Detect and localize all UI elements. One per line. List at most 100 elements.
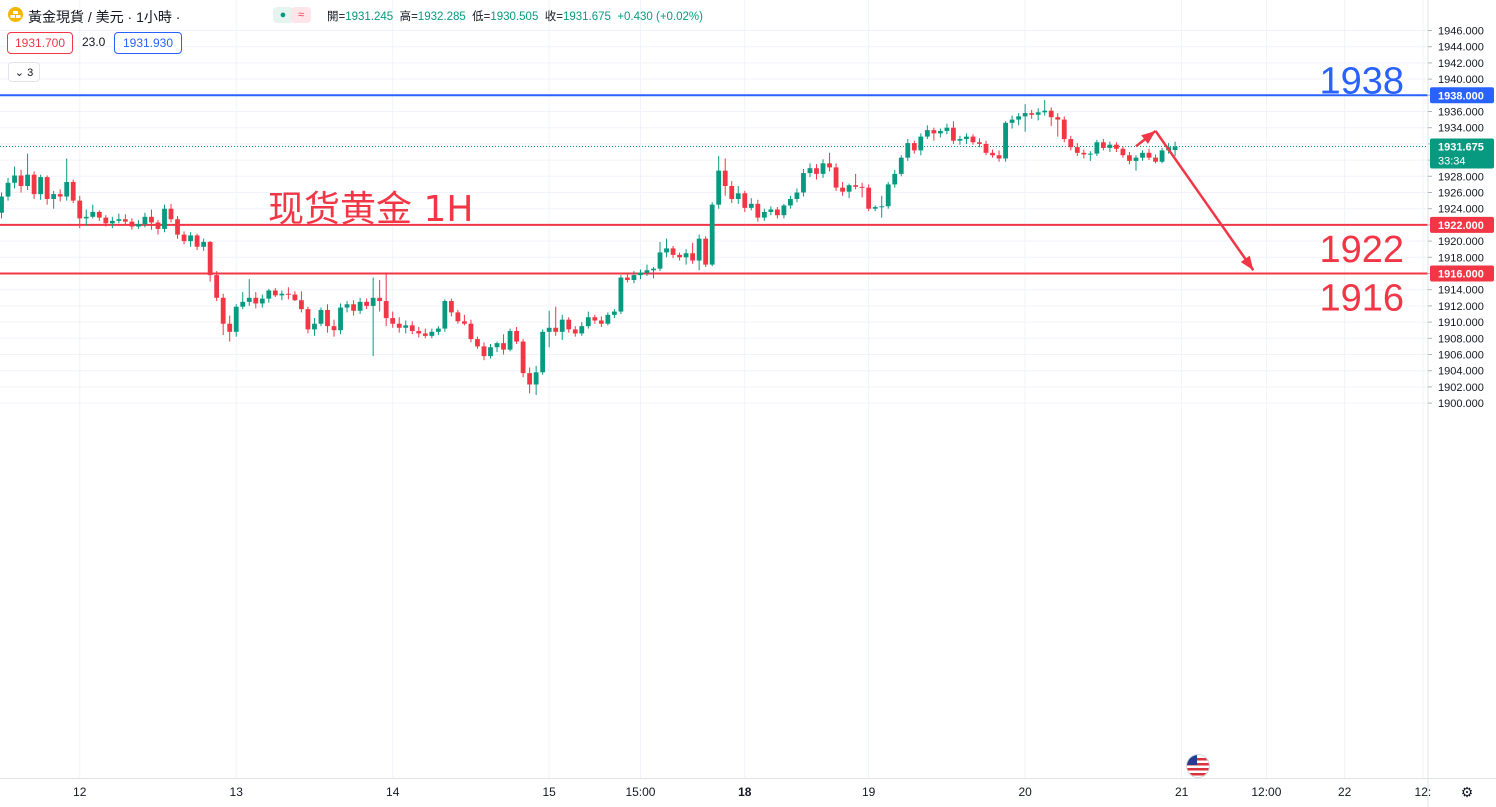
candle-down: [364, 301, 370, 306]
candle-up: [370, 297, 376, 306]
y-tick-label: 1920.000: [1438, 236, 1484, 248]
candle-down: [859, 186, 865, 188]
ohlc-change-value: +0.430 (+0.02%): [617, 11, 703, 23]
time-axis[interactable]: 12 13 14 15 15:00 18 19 20 21 12:00 22 12:: [0, 778, 1496, 800]
us-flag-icon[interactable]: [1186, 754, 1210, 778]
candle-up: [5, 182, 11, 197]
candle-up: [338, 307, 343, 331]
projection-arrows[interactable]: [1135, 129, 1255, 271]
candle-down: [377, 297, 383, 302]
candle-up: [748, 203, 754, 208]
level-tag-1922[interactable]: [1430, 216, 1494, 233]
candle-down: [833, 167, 839, 188]
candle-down: [468, 323, 474, 340]
candle-down: [742, 193, 748, 208]
current-price-label: 1931.675: [1438, 142, 1484, 154]
candle-down: [331, 326, 337, 331]
gold-coin-icon[interactable]: [8, 7, 23, 22]
candle-up: [651, 268, 656, 271]
candle-down: [1114, 144, 1119, 149]
candle-up: [109, 220, 115, 224]
y-tick-label: 1906.000: [1438, 350, 1484, 362]
candle-down: [292, 294, 298, 301]
y-tick-label: 1914.000: [1438, 285, 1484, 297]
candle-down: [70, 181, 76, 201]
candle-down: [970, 136, 976, 143]
candle-down: [774, 209, 780, 216]
candle-down: [103, 217, 109, 224]
candle-down: [527, 373, 533, 385]
y-tick-label: 1902.000: [1438, 382, 1484, 394]
candle-up: [638, 272, 643, 276]
candle-up: [83, 216, 89, 219]
candle-up: [898, 157, 904, 174]
grid-lines: [0, 0, 1428, 778]
indicators-toggle-button[interactable]: ⌄ 3: [8, 62, 40, 82]
candle-up: [735, 193, 741, 199]
candle-down: [1055, 117, 1061, 120]
down-arrow-shaft[interactable]: [1154, 130, 1255, 271]
candle-up: [435, 328, 441, 332]
up-arrow-head[interactable]: [1141, 130, 1156, 144]
candle-up: [233, 306, 239, 332]
price-axis[interactable]: 1946.000 1944.000 1942.000 1940.000 1938.000…: [1427, 0, 1494, 807]
candle-up: [892, 173, 898, 185]
candle-down: [422, 333, 428, 336]
chart-title: 现货黄金 1H: [268, 189, 473, 230]
candle-up: [807, 168, 813, 174]
spread-value: 23.0: [82, 35, 106, 49]
candle-down: [931, 130, 937, 134]
market-open-badge[interactable]: ●: [273, 7, 293, 23]
level-axis-label: 1916.000: [1438, 269, 1484, 281]
candle-down: [670, 248, 676, 255]
candle-up: [872, 207, 878, 209]
candle-down: [814, 168, 819, 174]
candle-up: [696, 238, 702, 261]
current-price-tag[interactable]: [1430, 138, 1494, 169]
candle-down: [1068, 139, 1074, 148]
candle-up: [246, 297, 252, 302]
x-tick-label: 22: [1338, 785, 1352, 799]
candle-up: [318, 309, 324, 324]
candle-down: [1153, 157, 1158, 162]
ohlc-low-label: 低=: [472, 11, 491, 23]
candle-down: [1061, 119, 1067, 140]
candle-up: [657, 252, 663, 269]
level-tag-1916[interactable]: [1430, 265, 1494, 282]
level-tag-1938[interactable]: [1430, 87, 1494, 104]
candle-down: [703, 238, 709, 265]
x-tick-label: 20: [1018, 785, 1032, 799]
candle-up: [357, 301, 363, 311]
ohlc-close-value: 1931.675: [562, 11, 611, 23]
candle-up: [918, 136, 924, 151]
candle-down: [122, 219, 128, 222]
candle-down: [383, 301, 389, 319]
gear-icon[interactable]: ⚙: [1460, 783, 1474, 800]
x-tick-label: 12:00: [1251, 785, 1281, 799]
candle-up: [64, 181, 70, 197]
data-delay-badge[interactable]: ≈: [291, 7, 311, 23]
candle-down: [566, 319, 572, 330]
candle-down: [448, 301, 454, 313]
y-tick-label: 1900.000: [1438, 398, 1484, 410]
symbol-title[interactable]: 黃金現貨 / 美元 · 1小時 ·: [28, 9, 181, 25]
candle-up: [162, 208, 167, 229]
y-tick-label: 1946.000: [1438, 26, 1484, 38]
candle-up: [533, 372, 539, 385]
buy-price-button[interactable]: 1931.930: [114, 32, 182, 54]
candle-down: [18, 175, 24, 187]
sell-price-button[interactable]: 1931.700: [7, 32, 73, 54]
candle-up: [944, 127, 950, 131]
y-tick-label: 1924.000: [1438, 204, 1484, 216]
candle-down: [475, 339, 480, 347]
candle-up: [885, 184, 891, 207]
candle-up: [540, 331, 546, 373]
candle-up: [188, 235, 193, 242]
candle-up: [781, 205, 787, 216]
candle-down: [983, 143, 989, 153]
candle-up: [1016, 116, 1022, 120]
candle-up: [51, 194, 57, 199]
ohlc-open-value: 1931.245: [345, 11, 394, 23]
down-arrow-head[interactable]: [1240, 255, 1254, 271]
